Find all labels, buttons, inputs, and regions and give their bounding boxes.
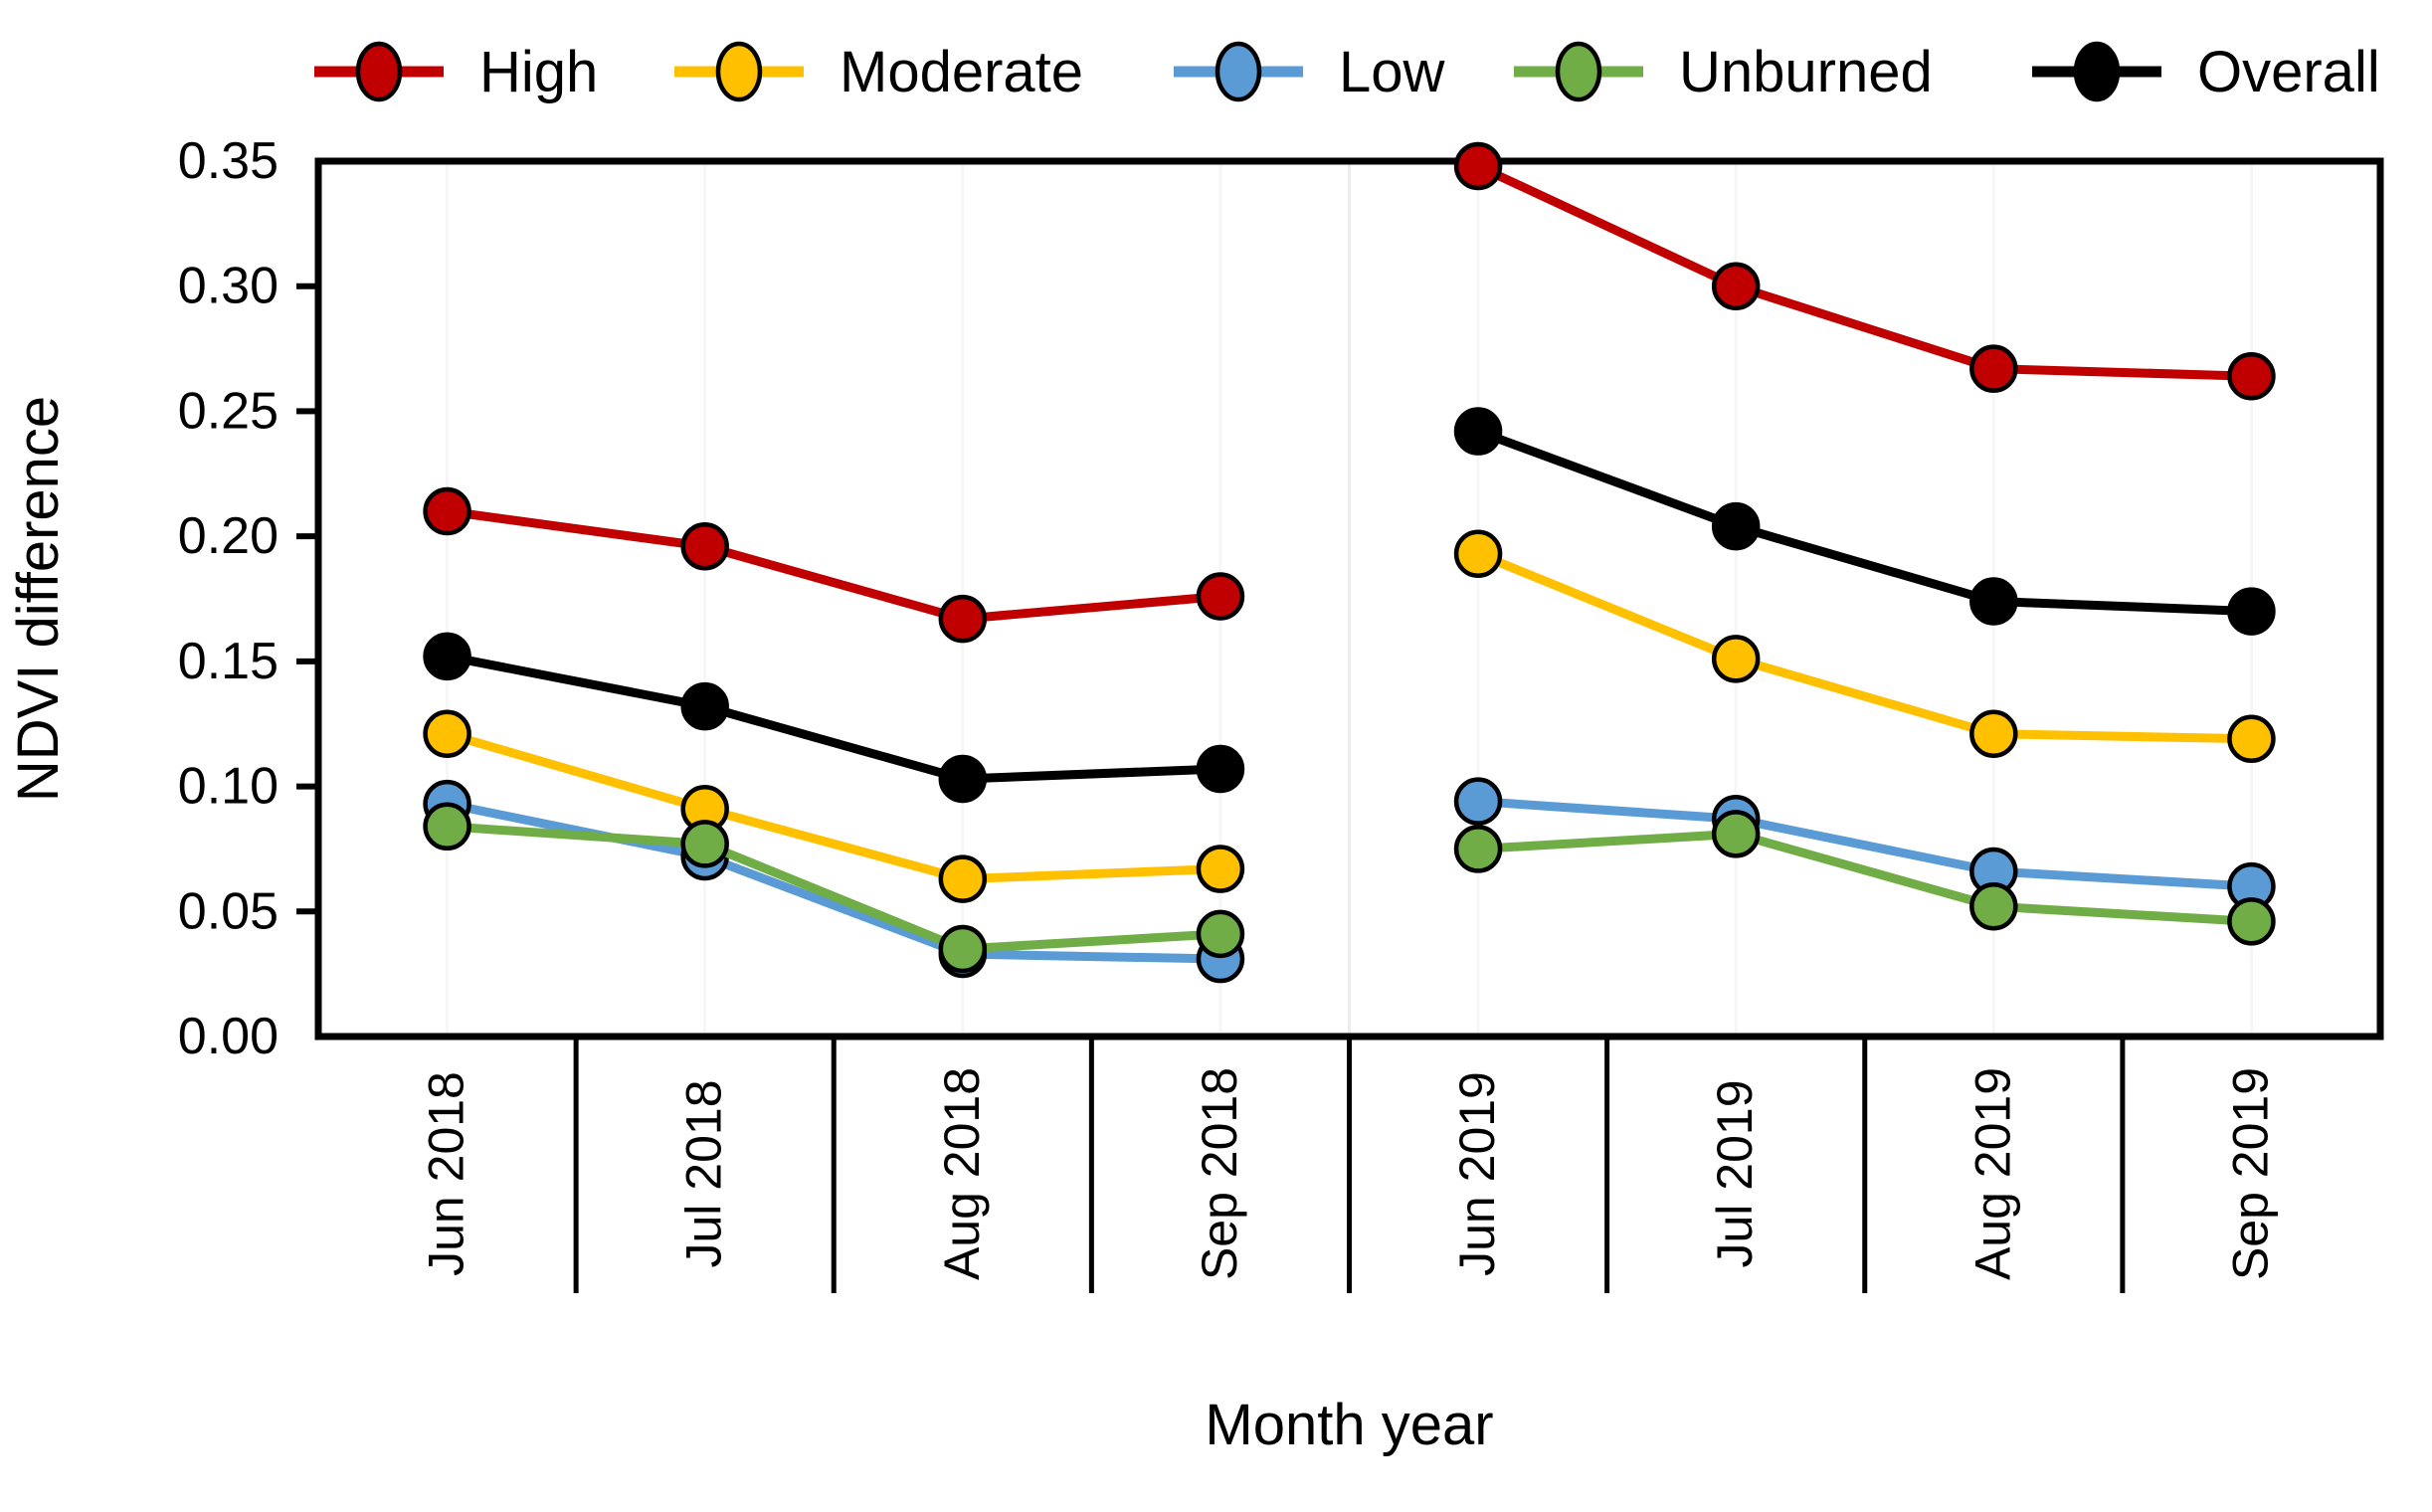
data-point-overall [680, 681, 729, 731]
data-point-unburned [1196, 909, 1245, 959]
data-point-high [680, 521, 729, 571]
series-line-low [1473, 797, 2256, 891]
data-point-unburned [1711, 810, 1761, 858]
y-axis: 0.00 0.05 0.10 0.15 0.20 0.25 0.30 0.35 [178, 132, 318, 1065]
series-line-unburned [443, 822, 1225, 954]
data-point-moderate [423, 709, 471, 759]
legend: High Moderate Low Unburned Overall [314, 40, 2380, 104]
legend-label-low: Low [1339, 40, 1446, 104]
legend-item-low: Low [1174, 40, 1446, 104]
data-point-high [1453, 141, 1503, 191]
legend-label-unburned: Unburned [1679, 40, 1933, 104]
y-tick-label: 0.05 [178, 882, 279, 940]
data-point-overall [1711, 501, 1761, 551]
data-point-moderate [938, 854, 988, 903]
legend-item-high: High [314, 40, 598, 104]
series-line-overall [1473, 427, 2256, 617]
data-point-moderate [2227, 714, 2276, 764]
legend-label-moderate: Moderate [840, 40, 1083, 104]
data-point-unburned [1969, 882, 2018, 931]
series-overall [423, 407, 2276, 804]
data-point-high [1969, 344, 2018, 393]
x-axis-title: Month year [1205, 1393, 1493, 1457]
y-tick-label: 0.00 [178, 1008, 279, 1065]
data-point-overall [2227, 587, 2276, 636]
data-point-moderate [1711, 635, 1761, 683]
data-point-moderate [1969, 709, 2018, 759]
month-label: Aug 2019 [1964, 1067, 2020, 1280]
data-point-moderate [1196, 845, 1245, 893]
data-point-overall [1453, 407, 1503, 456]
legend-item-moderate: Moderate [674, 40, 1083, 104]
legend-label-high: High [479, 40, 598, 104]
series-moderate [423, 529, 2276, 903]
month-label: Jun 2019 [1449, 1071, 1505, 1276]
data-point-moderate [1453, 529, 1503, 578]
data-point-overall [1969, 577, 2018, 626]
legend-item-overall: Overall [2032, 40, 2380, 104]
month-label: Jun 2018 [419, 1071, 474, 1276]
data-point-low [1453, 777, 1503, 826]
data-point-unburned [1453, 825, 1503, 873]
data-point-overall [938, 754, 988, 804]
x-axis-labels: Jun 2018 Jul 2018 Aug 2018 Sep 2018 Jun 2019… [419, 1067, 2279, 1280]
series-line-overall [443, 652, 1225, 784]
series-line-low [443, 799, 1225, 964]
legend-marker-unburned [1555, 41, 1602, 102]
series-line-high [1473, 161, 2256, 381]
y-tick-label: 0.25 [178, 382, 279, 440]
y-tick-label: 0.35 [178, 132, 279, 190]
legend-label-overall: Overall [2197, 40, 2380, 104]
series-line-moderate [443, 729, 1225, 884]
month-label: Jul 2019 [1707, 1079, 1763, 1267]
series-unburned [423, 802, 2276, 974]
data-point-high [2227, 351, 2276, 401]
legend-item-unburned: Unburned [1514, 40, 1933, 104]
month-label: Jul 2018 [676, 1079, 732, 1267]
legend-marker-overall [2073, 41, 2121, 102]
legend-marker-moderate [715, 41, 763, 102]
series-line-high [443, 506, 1225, 624]
data-point-high [938, 594, 988, 644]
data-point-high [1196, 572, 1245, 621]
y-tick-label: 0.30 [178, 258, 279, 315]
series-line-unburned [1473, 829, 2256, 926]
month-label: Aug 2018 [934, 1067, 990, 1280]
category-dividers [573, 1037, 2126, 1293]
y-tick-label: 0.10 [178, 758, 279, 816]
data-point-overall [423, 632, 471, 681]
y-tick-label: 0.20 [178, 507, 279, 565]
legend-marker-high [355, 41, 403, 102]
data-point-overall [1196, 744, 1245, 794]
series-high [423, 141, 2276, 644]
data-point-unburned [680, 820, 729, 868]
y-axis-title: NDVI difference [6, 396, 71, 802]
series-line-moderate [1473, 549, 2256, 744]
y-tick-label: 0.15 [178, 633, 279, 690]
data-point-unburned [938, 924, 988, 974]
month-label: Sep 2019 [2222, 1067, 2278, 1280]
month-label: Sep 2018 [1192, 1067, 1247, 1280]
data-point-high [423, 486, 471, 536]
data-point-high [1711, 262, 1761, 310]
legend-marker-low [1215, 41, 1262, 102]
data-point-unburned [2227, 897, 2276, 946]
data-point-unburned [423, 802, 471, 851]
